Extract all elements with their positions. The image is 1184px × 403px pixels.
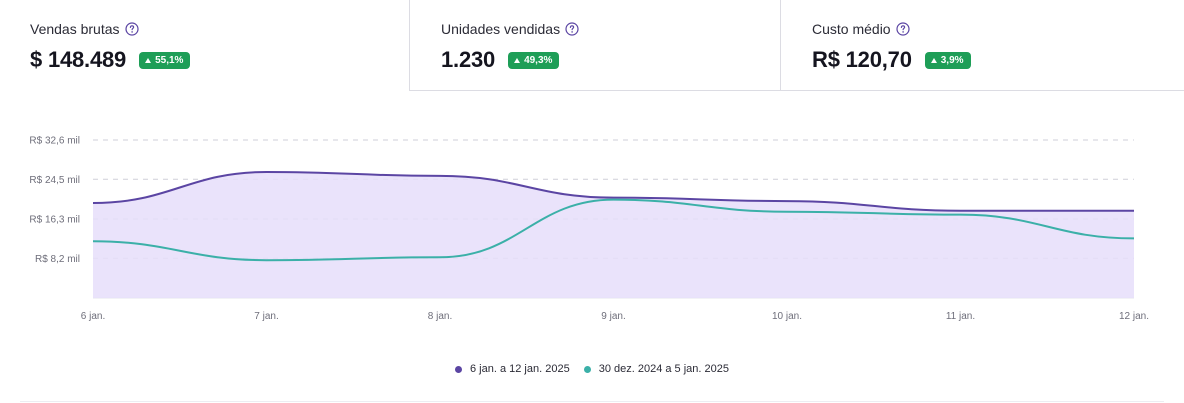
kpi-card-gross-sales[interactable]: Vendas brutas $ 148.489 55,1% <box>0 0 409 91</box>
divider <box>20 401 1164 402</box>
legend-label-previous: 30 dez. 2024 a 5 jan. 2025 <box>598 363 729 375</box>
x-tick-label: 11 jan. <box>946 311 975 322</box>
series-line-1 <box>92 198 1135 262</box>
legend-item-current[interactable]: 6 jan. a 12 jan. 2025 <box>455 363 570 375</box>
series-area-0 <box>93 171 1134 298</box>
legend-item-previous[interactable]: 30 dez. 2024 a 5 jan. 2025 <box>583 363 729 375</box>
change-badge: 55,1% <box>139 51 191 69</box>
x-tick-label: 8 jan. <box>428 311 452 322</box>
x-tick-label: 12 jan. <box>1119 311 1149 322</box>
change-value: 3,9% <box>940 54 964 66</box>
help-icon[interactable] <box>565 22 579 36</box>
chart-svg[interactable]: R$ 8,2 mil R$ 16,3 mil R$ 24,5 mil R$ 32,6 … <box>0 118 1184 333</box>
arrow-up-icon <box>145 57 152 63</box>
arrow-up-icon <box>514 57 521 63</box>
x-tick-label: 9 jan. <box>601 311 625 322</box>
y-tick-label: R$ 8,2 mil <box>35 254 80 265</box>
chart-legend: 6 jan. a 12 jan. 2025 30 dez. 2024 a 5 j… <box>0 363 1184 375</box>
change-badge: 49,3% <box>508 51 560 69</box>
y-tick-label: R$ 16,3 mil <box>29 215 80 226</box>
kpi-label: Custo médio <box>812 21 891 37</box>
change-value: 49,3% <box>524 54 553 66</box>
change-value: 55,1% <box>155 54 184 66</box>
kpi-value: 1.230 <box>441 47 496 72</box>
x-tick-label: 10 jan. <box>772 311 802 322</box>
x-tick-label: 6 jan. <box>81 311 105 322</box>
series-line-0 <box>92 170 1134 212</box>
legend-label-current: 6 jan. a 12 jan. 2025 <box>470 363 570 375</box>
help-icon[interactable] <box>124 22 139 36</box>
legend-dot-previous <box>583 365 591 373</box>
help-icon[interactable] <box>895 22 910 36</box>
x-tick-label: 7 jan. <box>254 311 278 322</box>
kpi-card-average-cost[interactable]: Custo médio R$ 120,70 3,9% <box>780 0 1184 91</box>
kpi-row: Vendas brutas $ 148.489 55,1% Unidades v… <box>0 0 1184 91</box>
y-tick-label: R$ 24,5 mil <box>29 175 80 186</box>
arrow-up-icon <box>930 57 937 63</box>
kpi-card-units-sold[interactable]: Unidades vendidas 1.230 49,3% <box>409 0 780 91</box>
sales-chart[interactable]: R$ 8,2 mil R$ 16,3 mil R$ 24,5 mil R$ 32,6 … <box>0 118 1184 333</box>
kpi-value: R$ 120,70 <box>812 47 912 72</box>
legend-dot-current <box>455 365 462 373</box>
change-badge: 3,9% <box>924 51 971 69</box>
y-tick-label: R$ 32,6 mil <box>29 136 80 147</box>
kpi-label: Vendas brutas <box>30 21 120 37</box>
kpi-value: $ 148.489 <box>30 47 127 72</box>
kpi-label: Unidades vendidas <box>441 21 561 37</box>
